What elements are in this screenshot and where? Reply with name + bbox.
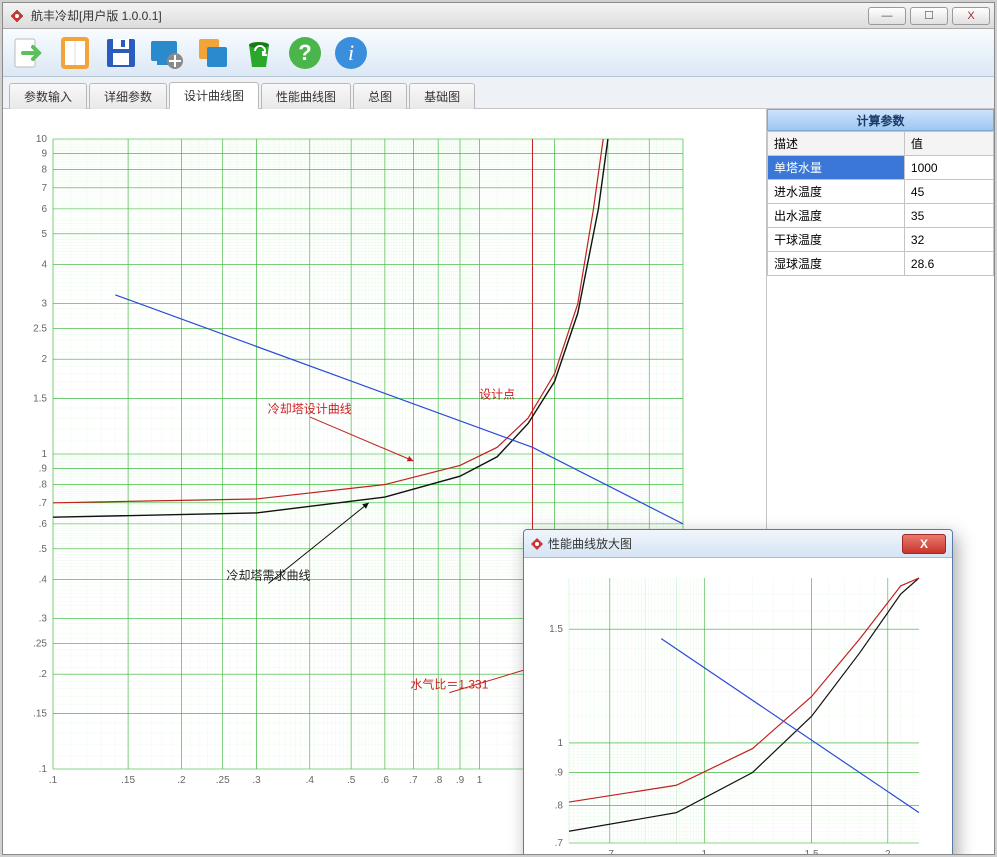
svg-text:.9: .9 — [39, 463, 48, 474]
svg-text:.7: .7 — [39, 498, 48, 509]
param-row-3[interactable]: 干球温度32 — [768, 228, 994, 252]
svg-text:.25: .25 — [33, 639, 47, 650]
col-val: 值 — [904, 132, 993, 156]
panel-header: 计算参数 — [767, 109, 994, 131]
svg-text:.8: .8 — [555, 801, 564, 812]
help-icon[interactable]: ? — [285, 33, 325, 73]
param-desc: 进水温度 — [768, 180, 905, 204]
svg-text:1.5: 1.5 — [549, 624, 563, 635]
tab-bar: 参数输入详细参数设计曲线图性能曲线图总图基础图 — [3, 77, 994, 109]
svg-text:.5: .5 — [347, 775, 356, 786]
main-area: .1.15.2.25.3.4.5.6.7.8.911.522.53.1.15.2… — [3, 109, 994, 854]
param-val: 45 — [904, 180, 993, 204]
book-icon[interactable] — [55, 33, 95, 73]
param-val: 28.6 — [904, 252, 993, 276]
save-icon[interactable] — [101, 33, 141, 73]
param-desc: 湿球温度 — [768, 252, 905, 276]
svg-text:.2: .2 — [39, 669, 48, 680]
tools-icon[interactable] — [147, 33, 187, 73]
svg-text:8: 8 — [41, 165, 47, 176]
svg-text:.9: .9 — [456, 775, 465, 786]
param-val: 32 — [904, 228, 993, 252]
svg-text:4: 4 — [41, 259, 47, 270]
svg-text:6: 6 — [41, 204, 47, 215]
col-desc: 描述 — [768, 132, 905, 156]
param-val: 35 — [904, 204, 993, 228]
svg-text:.7: .7 — [555, 838, 564, 849]
popup-body: .7 1 1.5 2 .7 .8 .9 1 1.5 — [524, 558, 952, 854]
maximize-button[interactable]: ☐ — [910, 7, 948, 25]
svg-text:.6: .6 — [381, 775, 390, 786]
svg-text:冷却塔需求曲线: 冷却塔需求曲线 — [226, 568, 310, 582]
tab-1[interactable]: 详细参数 — [89, 83, 167, 109]
popup-chart: .7 1 1.5 2 .7 .8 .9 1 1.5 — [524, 558, 952, 854]
window-title: 航丰冷却[用户版 1.0.0.1] — [31, 7, 864, 24]
minimize-button[interactable]: — — [868, 7, 906, 25]
recycle-icon[interactable] — [239, 33, 279, 73]
svg-text:.8: .8 — [39, 480, 48, 491]
svg-text:5: 5 — [41, 229, 47, 240]
copy-icon[interactable] — [193, 33, 233, 73]
popup-window: 性能曲线放大图 X .7 1 1.5 2 .7 .8 .9 1 1.5 — [523, 529, 953, 854]
svg-text:2.5: 2.5 — [33, 324, 47, 335]
svg-text:.6: .6 — [39, 519, 48, 530]
svg-text:.4: .4 — [306, 775, 315, 786]
svg-text:7: 7 — [41, 183, 47, 194]
svg-text:1: 1 — [477, 775, 483, 786]
svg-text:.15: .15 — [33, 709, 47, 720]
tab-2[interactable]: 设计曲线图 — [169, 82, 259, 109]
svg-text:1: 1 — [701, 849, 707, 854]
svg-text:.2: .2 — [177, 775, 186, 786]
svg-text:设计点: 设计点 — [479, 388, 515, 402]
svg-text:.4: .4 — [39, 574, 48, 585]
svg-text:.7: .7 — [606, 849, 615, 854]
param-row-0[interactable]: 单塔水量1000 — [768, 156, 994, 180]
svg-text:.5: .5 — [39, 544, 48, 555]
param-row-2[interactable]: 出水温度35 — [768, 204, 994, 228]
svg-text:.3: .3 — [252, 775, 261, 786]
close-button[interactable]: X — [952, 7, 990, 25]
popup-titlebar[interactable]: 性能曲线放大图 X — [524, 530, 952, 558]
svg-text:.1: .1 — [39, 764, 48, 775]
tab-3[interactable]: 性能曲线图 — [261, 83, 351, 109]
main-window: 航丰冷却[用户版 1.0.0.1] — ☐ X ?i 参数输入详细参数设计曲线图… — [2, 2, 995, 855]
svg-text:.3: .3 — [39, 614, 48, 625]
param-desc: 干球温度 — [768, 228, 905, 252]
export-icon[interactable] — [9, 33, 49, 73]
svg-text:.7: .7 — [409, 775, 418, 786]
param-table: 描述 值 单塔水量1000进水温度45出水温度35干球温度32湿球温度28.6 — [767, 131, 994, 276]
popup-title: 性能曲线放大图 — [548, 535, 902, 552]
info-icon[interactable]: i — [331, 33, 371, 73]
svg-text:.8: .8 — [434, 775, 443, 786]
param-row-1[interactable]: 进水温度45 — [768, 180, 994, 204]
svg-text:2: 2 — [41, 354, 47, 365]
svg-text:i: i — [348, 40, 354, 65]
svg-text:1.5: 1.5 — [33, 394, 47, 405]
app-icon — [9, 8, 25, 24]
tab-0[interactable]: 参数输入 — [9, 83, 87, 109]
svg-text:2: 2 — [885, 849, 891, 854]
svg-text:10: 10 — [36, 134, 48, 145]
svg-text:9: 9 — [41, 148, 47, 159]
param-val: 1000 — [904, 156, 993, 180]
svg-text:.1: .1 — [49, 775, 58, 786]
toolbar: ?i — [3, 29, 994, 77]
svg-text:1: 1 — [557, 738, 563, 749]
tab-4[interactable]: 总图 — [353, 83, 407, 109]
tab-5[interactable]: 基础图 — [409, 83, 475, 109]
popup-close-button[interactable]: X — [902, 534, 946, 554]
svg-text:3: 3 — [41, 299, 47, 310]
param-row-4[interactable]: 湿球温度28.6 — [768, 252, 994, 276]
param-desc: 单塔水量 — [768, 156, 905, 180]
popup-app-icon — [530, 537, 544, 551]
svg-text:1.5: 1.5 — [805, 849, 819, 854]
svg-text:.15: .15 — [121, 775, 135, 786]
titlebar: 航丰冷却[用户版 1.0.0.1] — ☐ X — [3, 3, 994, 29]
svg-text:?: ? — [298, 40, 311, 65]
svg-text:1: 1 — [41, 449, 47, 460]
svg-text:.9: .9 — [555, 767, 564, 778]
svg-text:冷却塔设计曲线: 冷却塔设计曲线 — [268, 402, 352, 416]
param-desc: 出水温度 — [768, 204, 905, 228]
svg-text:.25: .25 — [216, 775, 230, 786]
